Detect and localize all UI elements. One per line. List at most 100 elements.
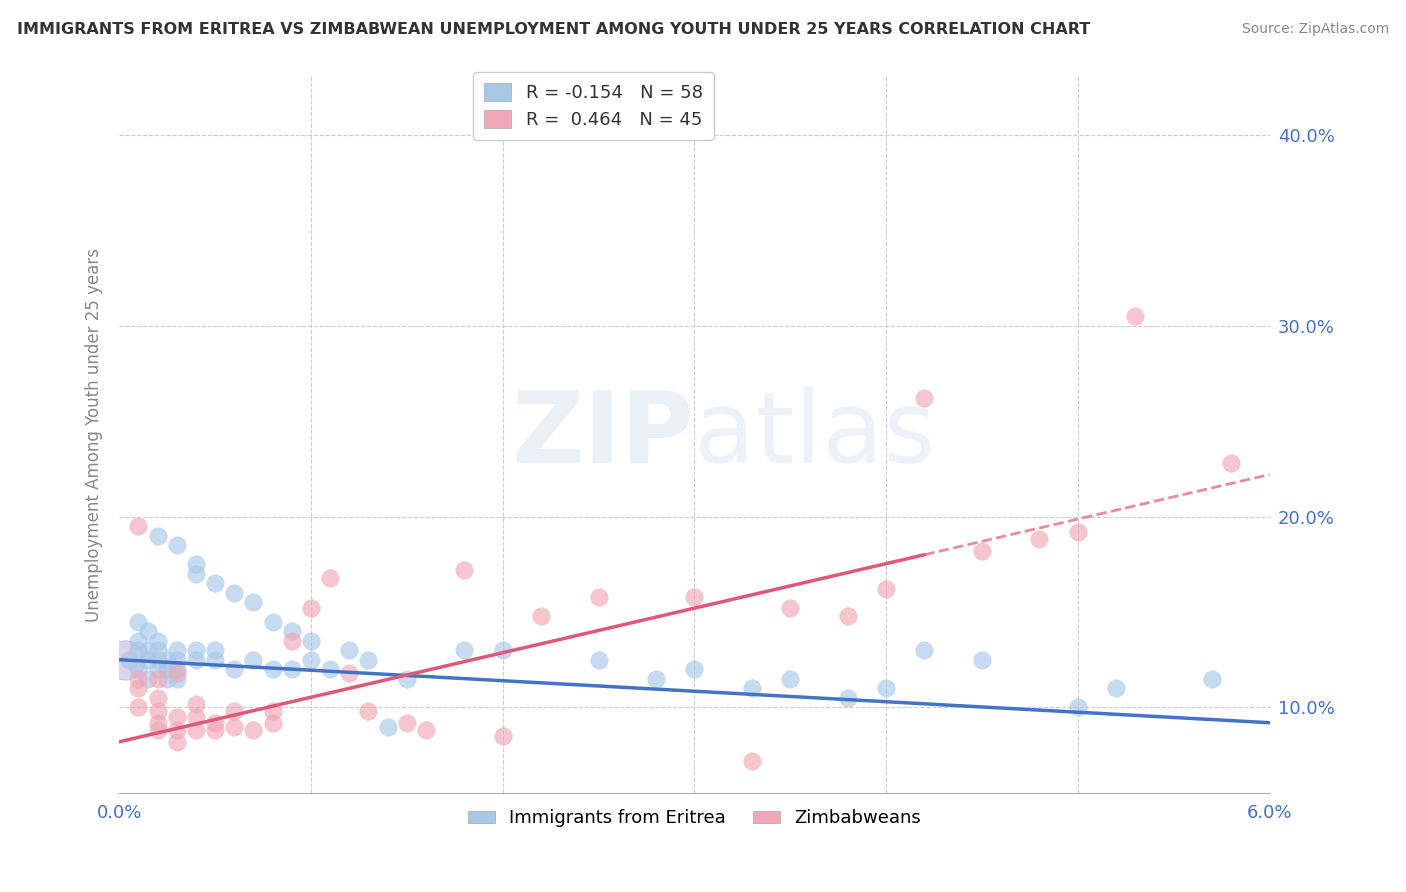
Point — [166, 538, 188, 552]
Point — [683, 590, 706, 604]
Text: Source: ZipAtlas.com: Source: ZipAtlas.com — [1241, 22, 1389, 37]
Point — [166, 653, 188, 667]
Point — [1105, 681, 1128, 696]
Point — [319, 571, 342, 585]
Point — [453, 643, 475, 657]
Point — [146, 653, 169, 667]
Point — [146, 662, 169, 676]
Point — [127, 519, 149, 533]
Point — [242, 653, 264, 667]
Point — [204, 643, 226, 657]
Point — [395, 715, 418, 730]
Point — [357, 653, 380, 667]
Point — [184, 558, 207, 572]
Point — [127, 662, 149, 676]
Point — [299, 653, 322, 667]
Point — [166, 672, 188, 686]
Text: IMMIGRANTS FROM ERITREA VS ZIMBABWEAN UNEMPLOYMENT AMONG YOUTH UNDER 25 YEARS CO: IMMIGRANTS FROM ERITREA VS ZIMBABWEAN UN… — [17, 22, 1090, 37]
Point — [224, 662, 246, 676]
Point — [492, 729, 515, 743]
Point — [337, 666, 360, 681]
Point — [146, 704, 169, 718]
Point — [837, 608, 859, 623]
Legend: Immigrants from Eritrea, Zimbabweans: Immigrants from Eritrea, Zimbabweans — [460, 802, 928, 834]
Point — [204, 715, 226, 730]
Point — [319, 662, 342, 676]
Point — [262, 615, 284, 629]
Point — [146, 528, 169, 542]
Point — [127, 633, 149, 648]
Point — [204, 653, 226, 667]
Point — [741, 681, 763, 696]
Point — [242, 723, 264, 738]
Text: atlas: atlas — [695, 387, 936, 483]
Point — [136, 624, 159, 638]
Point — [146, 723, 169, 738]
Point — [281, 633, 304, 648]
Point — [299, 633, 322, 648]
Point — [156, 672, 179, 686]
Point — [530, 608, 553, 623]
Y-axis label: Unemployment Among Youth under 25 years: Unemployment Among Youth under 25 years — [86, 248, 103, 623]
Point — [127, 681, 149, 696]
Point — [1028, 533, 1050, 547]
Point — [136, 653, 159, 667]
Point — [492, 643, 515, 657]
Point — [875, 582, 897, 596]
Point — [118, 653, 141, 667]
Point — [224, 719, 246, 733]
Point — [914, 391, 936, 405]
Point — [1067, 700, 1090, 714]
Point — [281, 662, 304, 676]
Point — [683, 662, 706, 676]
Point — [1201, 672, 1223, 686]
Point — [184, 697, 207, 711]
Point — [204, 576, 226, 591]
Point — [184, 710, 207, 724]
Point — [453, 563, 475, 577]
Point — [1220, 456, 1243, 470]
Point — [184, 566, 207, 581]
Point — [146, 715, 169, 730]
Point — [127, 700, 149, 714]
Point — [166, 735, 188, 749]
Point — [184, 643, 207, 657]
Point — [281, 624, 304, 638]
Point — [127, 672, 149, 686]
Point — [970, 653, 993, 667]
Point — [395, 672, 418, 686]
Point — [914, 643, 936, 657]
Point — [166, 666, 188, 681]
Point — [741, 754, 763, 768]
Point — [184, 653, 207, 667]
Point — [377, 719, 399, 733]
Text: ZIP: ZIP — [512, 387, 695, 483]
Point — [337, 643, 360, 657]
Point — [588, 590, 610, 604]
Point — [136, 672, 159, 686]
Point — [156, 662, 179, 676]
Point — [224, 586, 246, 600]
Point — [156, 653, 179, 667]
Point — [645, 672, 668, 686]
Point — [127, 643, 149, 657]
Point — [779, 601, 801, 615]
Point — [166, 710, 188, 724]
Point — [136, 643, 159, 657]
Point — [114, 653, 136, 667]
Point — [262, 662, 284, 676]
Point — [184, 723, 207, 738]
Point — [415, 723, 437, 738]
Point — [166, 723, 188, 738]
Point — [588, 653, 610, 667]
Point — [224, 704, 246, 718]
Point — [127, 615, 149, 629]
Point — [875, 681, 897, 696]
Point — [262, 704, 284, 718]
Point — [1067, 524, 1090, 539]
Point — [242, 595, 264, 609]
Point — [1125, 309, 1147, 323]
Point — [166, 662, 188, 676]
Point — [357, 704, 380, 718]
Point — [779, 672, 801, 686]
